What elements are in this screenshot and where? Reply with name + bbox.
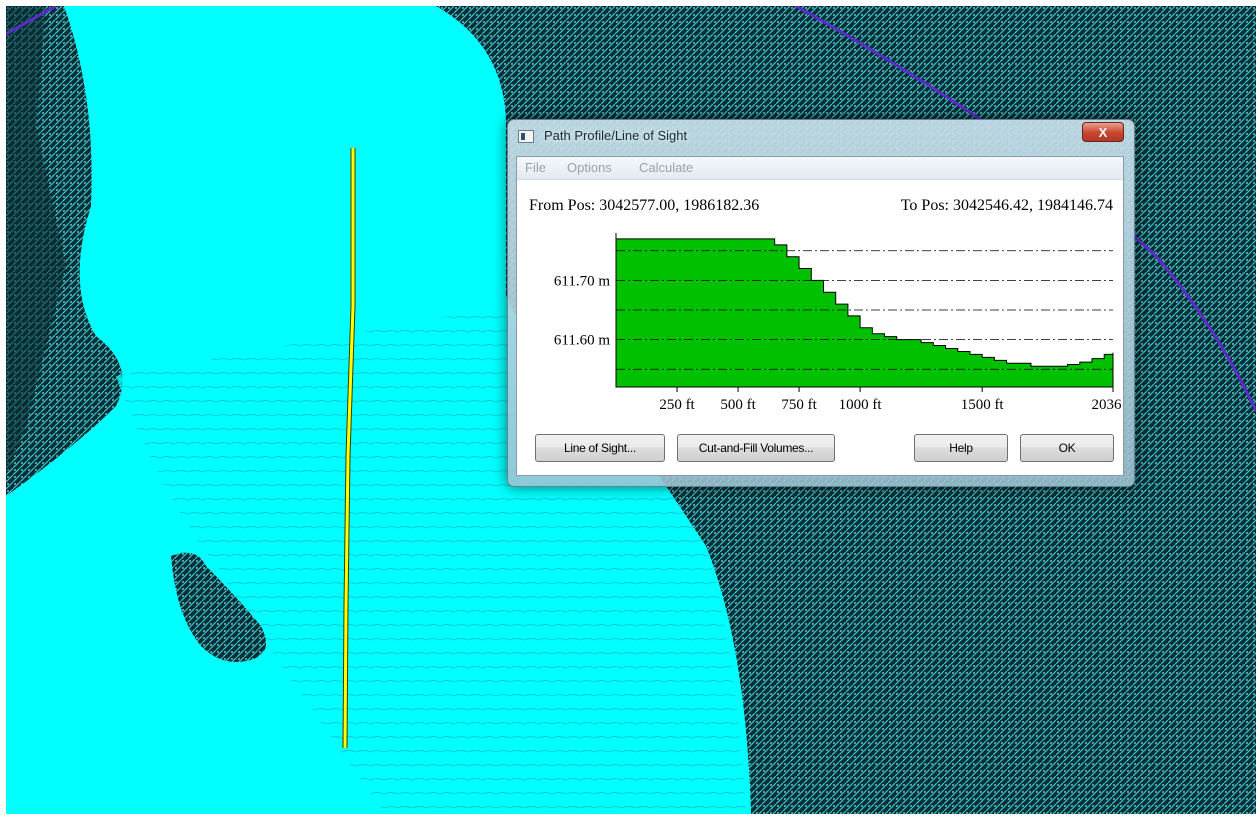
profile-chart: 611.60 m 611.70 m 250 ft 500 ft 750 ft 1000 … [554,233,1123,413]
chart-gridlines [616,250,1113,370]
profile-area-series [615,238,1114,388]
to-position: To Pos: 3042546.42, 1984146.74 [900,197,1113,214]
menu-calculate[interactable]: Calculate [639,160,694,175]
menu-bar: File Options Calculate [517,157,1123,180]
x-tick-label: 2036 ft [1092,397,1123,413]
rock-island [171,552,266,662]
window-title: Path Profile/Line of Sight [544,128,688,143]
menu-file[interactable]: File [525,160,546,175]
profile-path-line[interactable] [343,148,355,749]
position-readout: From Pos: 3042577.00, 1986182.36 To Pos:… [517,197,1123,219]
dialog-client-area: File Options Calculate From Pos: 3042577… [516,156,1124,476]
title-bar[interactable]: Path Profile/Line of Sight X [508,120,1134,154]
line-of-sight-button[interactable]: Line of Sight... [535,434,665,462]
y-tick-label: 611.70 m [554,273,610,289]
x-tick-label: 500 ft [720,397,756,413]
app-icon [518,130,534,143]
close-button[interactable]: X [1082,122,1124,142]
chart-y-axis: 611.60 m 611.70 m [554,233,617,387]
cut-and-fill-volumes-button[interactable]: Cut-and-Fill Volumes... [677,434,835,462]
x-tick-label: 750 ft [781,397,817,413]
boundary-line-left [6,6,57,36]
menu-options[interactable]: Options [567,160,612,175]
y-tick-label: 611.60 m [554,333,610,349]
path-profile-dialog: Path Profile/Line of Sight X File Option… [507,119,1135,487]
chart-x-axis: 250 ft 500 ft 750 ft 1000 ft 1500 ft 2036 ft [616,386,1123,413]
x-tick-label: 1500 ft [961,397,1005,413]
x-tick-label: 250 ft [659,397,695,413]
terrain-ridge-left [6,6,66,476]
ok-button[interactable]: OK [1020,434,1114,462]
chart-plot-area [615,238,1114,388]
x-tick-label: 1000 ft [839,397,883,413]
help-button[interactable]: Help [914,434,1008,462]
from-position: From Pos: 3042577.00, 1986182.36 [529,197,760,214]
